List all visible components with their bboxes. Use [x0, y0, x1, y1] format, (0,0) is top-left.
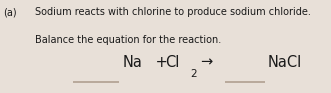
- Text: Sodium reacts with chlorine to produce sodium chloride.: Sodium reacts with chlorine to produce s…: [35, 7, 310, 17]
- Text: →: →: [200, 55, 213, 70]
- Text: +: +: [151, 55, 172, 70]
- Text: Balance the equation for the reaction.: Balance the equation for the reaction.: [35, 35, 221, 45]
- Text: NaCl: NaCl: [268, 55, 302, 70]
- Text: 2: 2: [190, 69, 197, 79]
- Text: (a): (a): [3, 7, 17, 17]
- Text: Na: Na: [122, 55, 142, 70]
- Text: Cl: Cl: [166, 55, 180, 70]
